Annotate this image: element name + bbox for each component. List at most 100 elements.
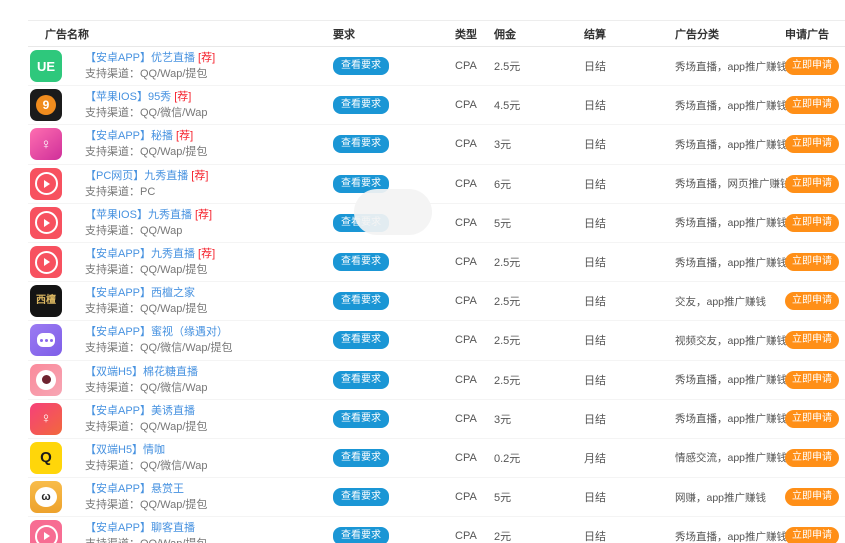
channel-value: QQ/微信/Wap xyxy=(140,107,208,120)
channel-info: 支持渠道：QQ/Wap/提包 xyxy=(85,68,215,80)
ad-name-link[interactable]: 【安卓APP】秘播 xyxy=(85,130,174,143)
ad-title-line: 【安卓APP】蜜视（缘遇对） xyxy=(85,326,233,338)
apply-button[interactable]: 立即申请 xyxy=(785,527,839,543)
ad-type: CPA xyxy=(455,177,477,190)
view-requirement-button[interactable]: 查看要求 xyxy=(333,448,389,467)
ad-name-link[interactable]: 【安卓APP】九秀直播 xyxy=(85,248,196,261)
mibo-app-icon: ♀ xyxy=(30,128,62,161)
apply-button[interactable]: 立即申请 xyxy=(785,448,839,467)
channel-value: QQ/Wap xyxy=(140,224,183,237)
ad-name-block: 【安卓APP】蜜视（缘遇对） 支持渠道：QQ/微信/Wap/提包 xyxy=(85,326,233,354)
category: 秀场直播，app推广赚钱 xyxy=(675,256,788,269)
view-requirement-button[interactable]: 查看要求 xyxy=(333,135,389,154)
apply-button[interactable]: 立即申请 xyxy=(785,488,839,507)
channel-label: 支持渠道： xyxy=(85,459,140,472)
ad-type: CPA xyxy=(455,60,477,73)
ad-name-cell: 【安卓APP】九秀直播 [荐] 支持渠道：QQ/Wap/提包 xyxy=(28,246,333,279)
apply-button[interactable]: 立即申请 xyxy=(785,370,839,389)
view-requirement-button[interactable]: 查看要求 xyxy=(333,213,389,232)
view-requirement-button[interactable]: 查看要求 xyxy=(333,253,389,272)
apply-button[interactable]: 立即申请 xyxy=(785,135,839,154)
ad-title-line: 【双端H5】棉花糖直播 xyxy=(85,366,207,378)
view-requirement-button[interactable]: 查看要求 xyxy=(333,174,389,193)
apply-button[interactable]: 立即申请 xyxy=(785,96,839,115)
ad-name-link[interactable]: 【安卓APP】悬赏王 xyxy=(85,483,185,496)
ad-name-link[interactable]: 【安卓APP】西檀之家 xyxy=(85,287,196,300)
column-header-commission: 佣金 xyxy=(494,28,516,41)
requirement-cell: 查看要求 xyxy=(333,370,455,389)
ad-name-block: 【双端H5】情咖 支持渠道：QQ/微信/Wap xyxy=(85,444,207,472)
channel-value: QQ/Wap/提包 xyxy=(140,538,207,543)
category: 秀场直播，app推广赚钱 xyxy=(675,138,788,151)
ad-name-link[interactable]: 【苹果IOS】95秀 xyxy=(85,91,172,104)
apply-button[interactable]: 立即申请 xyxy=(785,174,839,193)
channel-info: 支持渠道：QQ/Wap/提包 xyxy=(85,264,215,276)
95show-app-icon: 9 xyxy=(30,89,62,122)
apply-button[interactable]: 立即申请 xyxy=(785,213,839,232)
ad-type: CPA xyxy=(455,334,477,347)
view-requirement-button[interactable]: 查看要求 xyxy=(333,527,389,543)
category: 情感交流，app推广赚钱 xyxy=(675,452,788,465)
ad-name-link[interactable]: 【双端H5】情咖 xyxy=(85,443,166,456)
settlement: 日结 xyxy=(584,61,606,74)
ad-name-link[interactable]: 【安卓APP】优艺直播 xyxy=(85,52,196,65)
ads-table: 广告名称 要求 类型 佣金 结算 广告分类 申请广告 UE 【安卓APP】优艺直播… xyxy=(28,20,845,543)
apply-button[interactable]: 立即申请 xyxy=(785,331,839,350)
channel-value: QQ/微信/Wap/提包 xyxy=(140,342,233,355)
ad-title-line: 【安卓APP】悬赏王 xyxy=(85,483,207,495)
apply-cell: 立即申请 xyxy=(785,409,845,428)
ad-name-link[interactable]: 【安卓APP】聊客直播 xyxy=(85,522,196,535)
recommended-tag: [荐] xyxy=(198,248,216,261)
ad-name-link[interactable]: 【安卓APP】美诱直播 xyxy=(85,404,196,417)
table-row: 【PC网页】九秀直播 [荐] 支持渠道：PC 查看要求 CPA 6元 日结 秀场直播，网页推广… xyxy=(28,165,845,204)
ad-type: CPA xyxy=(455,295,477,308)
view-requirement-button[interactable]: 查看要求 xyxy=(333,57,389,76)
column-header-requirement: 要求 xyxy=(333,28,355,41)
ad-type: CPA xyxy=(455,373,477,386)
ad-name-link[interactable]: 【双端H5】棉花糖直播 xyxy=(85,365,199,378)
view-requirement-button[interactable]: 查看要求 xyxy=(333,292,389,311)
channel-value: QQ/Wap/提包 xyxy=(140,420,208,433)
ad-name-cell: ♀ 【安卓APP】美诱直播 支持渠道：QQ/Wap/提包 xyxy=(28,402,333,435)
view-requirement-button[interactable]: 查看要求 xyxy=(333,96,389,115)
apply-cell: 立即申请 xyxy=(785,96,845,115)
apply-button[interactable]: 立即申请 xyxy=(785,409,839,428)
commission: 2.5元 xyxy=(494,374,521,387)
channel-label: 支持渠道： xyxy=(85,107,140,120)
ad-name-link[interactable]: 【安卓APP】蜜视（缘遇对） xyxy=(85,326,229,339)
ad-name-cell: 【安卓APP】蜜视（缘遇对） 支持渠道：QQ/微信/Wap/提包 xyxy=(28,324,333,357)
requirement-cell: 查看要求 xyxy=(333,135,455,154)
xuanshangwang-app-icon: ω xyxy=(30,481,62,514)
apply-cell: 立即申请 xyxy=(785,488,845,507)
ad-title-line: 【安卓APP】美诱直播 xyxy=(85,405,207,417)
view-requirement-button[interactable]: 查看要求 xyxy=(333,331,389,350)
channel-label: 支持渠道： xyxy=(85,342,140,355)
table-row: 【双端H5】棉花糖直播 支持渠道：QQ/微信/Wap 查看要求 CPA 2.5元 日结 秀场… xyxy=(28,361,845,400)
apply-button[interactable]: 立即申请 xyxy=(785,292,839,311)
swirl-icon xyxy=(36,369,56,390)
channel-info: 支持渠道：QQ/微信/Wap xyxy=(85,107,207,119)
requirement-cell: 查看要求 xyxy=(333,292,455,311)
channel-info: 支持渠道：QQ/微信/Wap xyxy=(85,460,207,472)
mianhuatang-app-icon xyxy=(30,363,62,396)
view-requirement-button[interactable]: 查看要求 xyxy=(333,488,389,507)
table-header: 广告名称 要求 类型 佣金 结算 广告分类 申请广告 xyxy=(28,20,845,47)
ad-name-cell: 【安卓APP】聊客直播支持渠道：QQ/Wap/提包 xyxy=(28,520,333,543)
channel-value: QQ/微信/Wap xyxy=(140,459,208,472)
view-requirement-button[interactable]: 查看要求 xyxy=(333,409,389,428)
mascot-face-icon: ω xyxy=(35,487,57,508)
ad-title-line: 【苹果IOS】95秀 [荐] xyxy=(85,91,207,103)
requirement-cell: 查看要求 xyxy=(333,57,455,76)
ad-name-link[interactable]: 【PC网页】九秀直播 xyxy=(85,169,189,182)
apply-button[interactable]: 立即申请 xyxy=(785,57,839,76)
channel-label: 支持渠道： xyxy=(85,146,140,159)
ad-name-link[interactable]: 【苹果IOS】九秀直播 xyxy=(85,208,192,221)
logo-disc: 9 xyxy=(36,95,56,116)
commission: 0.2元 xyxy=(494,452,521,465)
ad-type: CPA xyxy=(455,216,477,229)
table-row: UE 【安卓APP】优艺直播 [荐] 支持渠道：QQ/Wap/提包 查看要求 CPA 2.5… xyxy=(28,47,845,87)
view-requirement-button[interactable]: 查看要求 xyxy=(333,370,389,389)
apply-button[interactable]: 立即申请 xyxy=(785,253,839,272)
table-body: UE 【安卓APP】优艺直播 [荐] 支持渠道：QQ/Wap/提包 查看要求 CPA 2.5… xyxy=(28,47,845,543)
